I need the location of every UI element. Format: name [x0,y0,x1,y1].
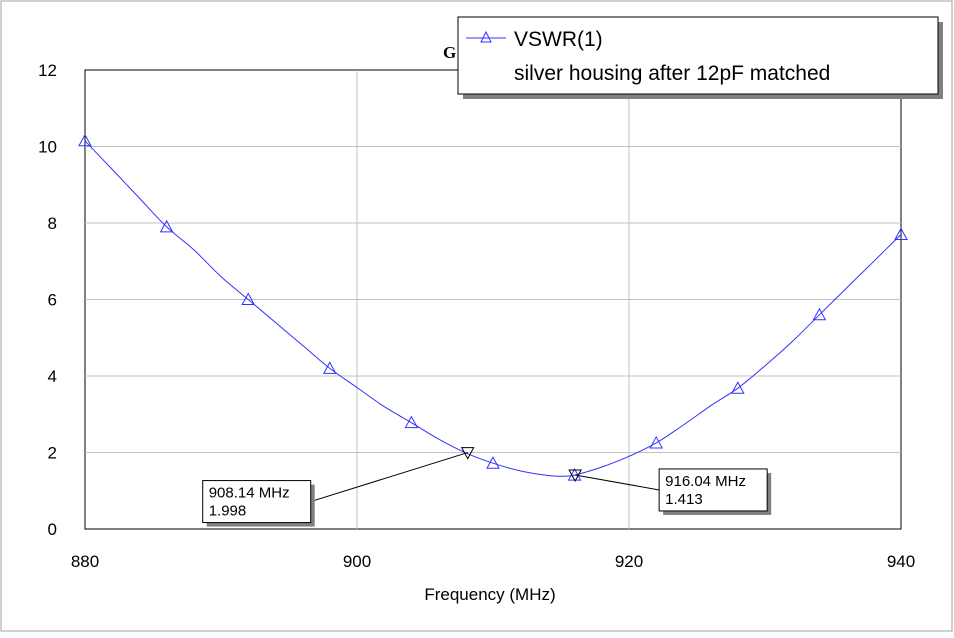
vswr-data-point [812,307,827,321]
y-tick-label: 10 [38,138,57,157]
vswr-data-point [894,227,908,240]
legend-triangle-marker [480,30,492,43]
legend: VSWR(1) silver housing after 12pF matche… [457,16,943,99]
vswr-series-line [84,140,902,477]
x-axis-label: Frequency (MHz) [424,585,555,604]
x-tick-labels: 880 900 920 940 [71,552,915,571]
y-tick-label: 2 [48,444,57,463]
vswr-data-point [649,435,664,449]
legend-box [457,16,939,95]
vswr-data-point [486,456,500,469]
legend-series-name: VSWR(1) [514,28,603,51]
marker-label-frequency: 916.04 MHz [665,473,746,490]
vswr-data-point [159,219,174,233]
y-tick-labels: 0 2 4 6 8 10 12 [38,61,57,539]
marker-label-frequency: 908.14 MHz [209,485,290,502]
y-tick-label: 0 [48,520,57,539]
marker-leader-line [310,452,468,503]
marker-label-value: 1.413 [665,491,703,508]
x-tick-label: 880 [71,552,99,571]
grid-lines [85,70,901,529]
y-tick-label: 6 [48,291,57,310]
vswr-data-point [241,292,256,305]
legend-series-description: silver housing after 12pF matched [514,62,830,85]
vswr-data-point [78,133,92,147]
vswr-data-point [730,381,745,394]
x-tick-label: 900 [343,552,371,571]
vswr-data-point [404,415,419,429]
y-tick-label: 4 [48,367,57,386]
marker-leader-line [575,474,660,491]
marker-label-value: 1.998 [209,503,247,520]
y-tick-label: 8 [48,214,57,233]
vswr-data-point [322,361,337,374]
marker-label-box [658,468,768,512]
y-tick-label: 12 [38,61,57,80]
chart-title: G [443,43,456,62]
series-layer [78,133,908,481]
marker-label-box [202,480,312,524]
x-tick-label: 940 [887,552,915,571]
x-tick-label: 920 [615,552,643,571]
